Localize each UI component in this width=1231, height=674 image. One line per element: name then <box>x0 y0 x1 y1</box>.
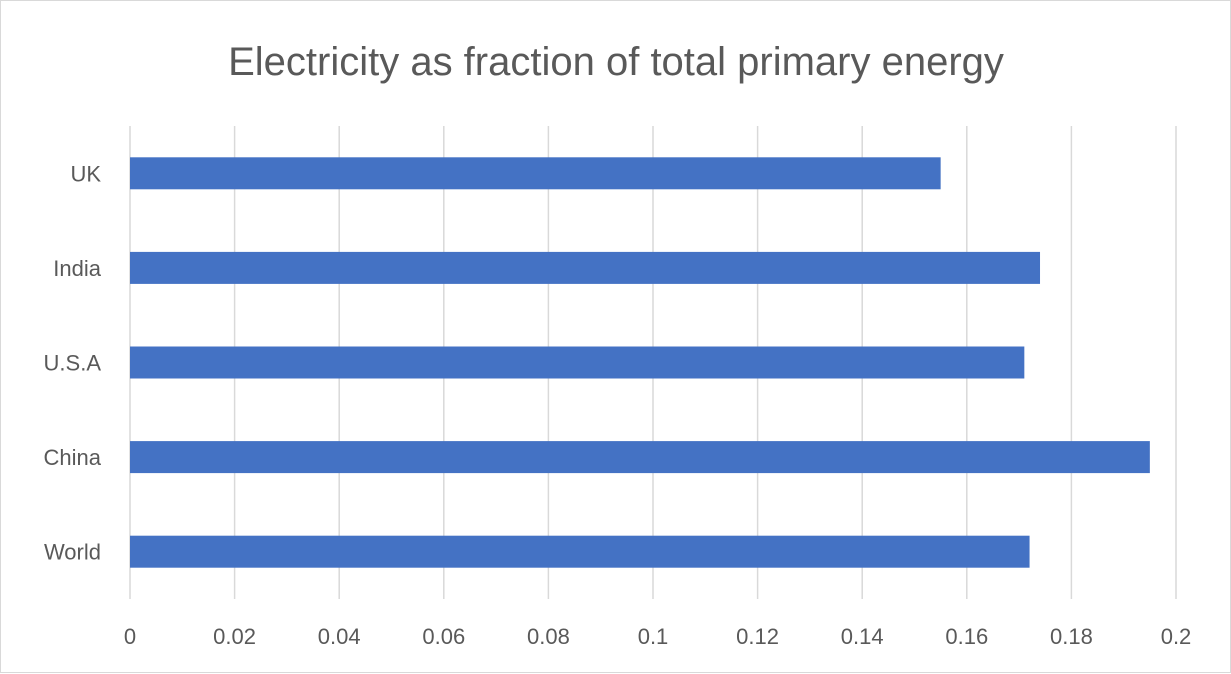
bars <box>130 157 1150 568</box>
x-tick-label: 0.12 <box>736 624 779 649</box>
x-tick-label: 0.04 <box>318 624 361 649</box>
x-tick-label: 0.02 <box>213 624 256 649</box>
category-label: World <box>44 540 101 565</box>
category-label: UK <box>70 161 101 186</box>
bar-world <box>130 535 1030 568</box>
chart-title: Electricity as fraction of total primary… <box>228 40 1004 84</box>
x-axis-tick-labels: 0 0.02 0.04 0.06 0.08 0.1 0.12 0.14 0.16 0.18 0.2 <box>124 624 1191 649</box>
x-tick-label: 0.06 <box>422 624 465 649</box>
x-tick-label: 0.08 <box>527 624 570 649</box>
x-tick-label: 0 <box>124 624 136 649</box>
x-tick-label: 0.18 <box>1050 624 1093 649</box>
bar-india <box>130 251 1041 284</box>
y-axis-category-labels: UK India U.S.A China World <box>44 161 102 564</box>
x-tick-label: 0.14 <box>841 624 884 649</box>
x-tick-label: 0.16 <box>945 624 988 649</box>
x-tick-label: 0.2 <box>1161 624 1192 649</box>
category-label: U.S.A <box>44 351 102 376</box>
bar-china <box>130 441 1150 474</box>
x-tick-label: 0.1 <box>638 624 669 649</box>
bar-u-s-a <box>130 346 1025 379</box>
category-label: China <box>44 445 102 470</box>
category-label: India <box>53 256 101 281</box>
bar-uk <box>130 157 941 190</box>
